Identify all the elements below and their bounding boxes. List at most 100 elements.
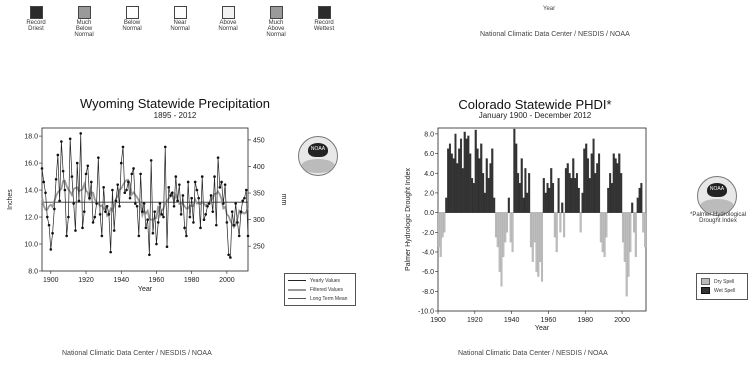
top-right-credit: National Climatic Data Center / NESDIS /… [480, 31, 630, 38]
wet-spell-bar [585, 143, 588, 213]
dry-spell-bar [563, 212, 566, 238]
yearly-point [209, 194, 213, 197]
yearly-point [100, 234, 104, 238]
y-axis-label: Palmer Hydrologic Drought Index [405, 167, 412, 271]
x-tick-label: 2000 [614, 317, 630, 324]
wet-spell-bar [482, 173, 485, 213]
x-tick-label: 1940 [113, 277, 129, 284]
wet-spell-swatch [701, 287, 710, 294]
yearly-point [74, 229, 77, 232]
yearly-point [109, 250, 112, 254]
wet-spell-bar [577, 187, 580, 213]
yearly-point [222, 202, 225, 205]
yearly-values-line [41, 133, 249, 259]
colorado-phdi-chart: -10.0 -8.0 -6.0 -4.0 -2.0 0.0 2.0 4.0 6.0 8.0 1900… [405, 127, 647, 332]
wet-spell-bar [638, 187, 641, 213]
wet-spell-bar [471, 178, 474, 213]
yearly-point [237, 234, 241, 238]
phdi-footnote: *Palmer Hydrological Drought Index [689, 212, 747, 224]
yearly-point [97, 156, 100, 159]
yearly-point [179, 213, 183, 216]
yearly-point [40, 167, 44, 170]
y-tick-label: 16.0 [24, 161, 38, 168]
dry-spell-bar [533, 212, 536, 243]
yearly-point [116, 183, 120, 186]
dry-spell-bar [625, 212, 628, 297]
wet-spell-bar [572, 158, 575, 213]
dry-spell-bar [634, 212, 637, 257]
wet-spell-bar [465, 138, 468, 213]
dry-spell-bar [509, 212, 512, 243]
yearly-point [213, 175, 216, 178]
wet-spell-bar [467, 135, 470, 213]
yearly-point [141, 210, 144, 213]
yearly-point [49, 248, 53, 251]
yearly-point [146, 218, 149, 222]
yearly-point [112, 229, 116, 232]
x-tick-label: 2000 [219, 277, 235, 284]
yearly-point [139, 172, 142, 176]
y-tick-label: 18.0 [24, 134, 38, 141]
noaa-logo-icon: NOAA [298, 136, 338, 176]
y2-tick-label: 250 [253, 244, 265, 251]
dry-spell-bar [621, 212, 625, 243]
x-tick-label: 1980 [184, 277, 200, 284]
legend-yearly-values: Yearly Values [310, 277, 341, 284]
yearly-point [54, 177, 58, 181]
dry-spell-bar [500, 212, 503, 287]
yearly-point [200, 175, 204, 178]
yearly-point [77, 199, 81, 203]
wet-spell-bar [518, 182, 521, 213]
wet-spell-bar [487, 178, 490, 213]
dry-spell-bar [553, 212, 556, 238]
yearly-point [132, 167, 135, 170]
wet-spell-bar [564, 168, 567, 213]
wet-spell-bar [522, 197, 525, 213]
dry-spell-bar [629, 212, 632, 253]
wet-spell-bar [476, 148, 479, 213]
yearly-point [195, 188, 199, 192]
colorado-chart-title: Colorado Statewide PHDI* [458, 97, 612, 112]
yearly-point [86, 164, 90, 168]
wet-spell-bar [550, 168, 553, 213]
yearly-point [91, 221, 95, 224]
dry-spell-bar [540, 212, 544, 282]
legend-dry-spell: Dry Spell [714, 278, 735, 285]
yearly-point [134, 202, 137, 205]
yearly-point [181, 194, 185, 197]
dry-spell-bar [627, 212, 630, 277]
yearly-point [121, 145, 125, 149]
yearly-point [82, 210, 86, 213]
legend-label-1: Much Below Normal [74, 20, 94, 38]
yearly-point [218, 186, 222, 189]
legend-label-6: Record Wettest [313, 20, 335, 32]
dry-spell-bar [496, 212, 499, 248]
wet-spell-bar [618, 153, 621, 213]
yearly-point [105, 204, 109, 208]
legend-swatch-3 [174, 6, 187, 19]
wet-spell-bar [452, 158, 455, 213]
yearly-point [185, 234, 188, 238]
wet-spell-bar [581, 192, 584, 213]
legend-swatch-2 [126, 6, 139, 19]
y-tick-label: 4.0 [424, 171, 434, 178]
x-tick-label: 1900 [43, 277, 59, 284]
yearly-point [167, 186, 171, 189]
yearly-point [130, 172, 134, 176]
wet-spell-bar [454, 133, 457, 213]
wet-spell-bar [548, 187, 551, 213]
dry-spell-bar [529, 212, 532, 248]
wet-spell-bar [485, 158, 488, 213]
yearly-point [223, 183, 227, 186]
yearly-point [65, 234, 68, 238]
wet-spell-bar [598, 153, 601, 213]
wet-spell-bar [478, 158, 481, 213]
legend-swatch-0 [30, 6, 43, 19]
y-tick-label: 8.0 [424, 131, 434, 138]
wet-spell-bar [594, 173, 597, 213]
wet-spell-bar [489, 163, 492, 213]
yearly-point [174, 175, 178, 178]
wet-spell-bar [445, 197, 448, 213]
dry-spell-bar [603, 212, 606, 257]
y-tick-label: 0.0 [424, 210, 434, 217]
